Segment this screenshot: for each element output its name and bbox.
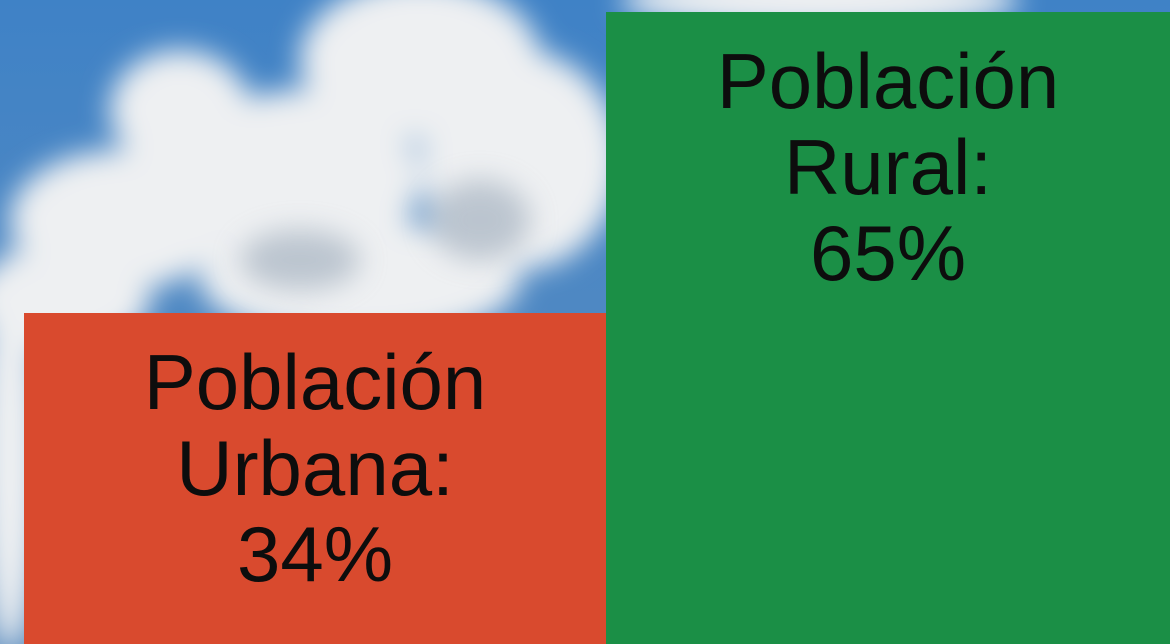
bar: Población Rural: 65%	[606, 12, 1170, 644]
value-label: 65%	[809, 209, 967, 297]
bar-label: Población Urbana: 34%	[24, 339, 606, 597]
bar-label: Población Rural: 65%	[606, 38, 1170, 296]
value-label: 34%	[236, 510, 394, 599]
category-label: Población Urbana:	[143, 338, 487, 513]
category-label: Población Rural:	[716, 37, 1060, 211]
bar: Población Urbana: 34%	[24, 313, 606, 644]
